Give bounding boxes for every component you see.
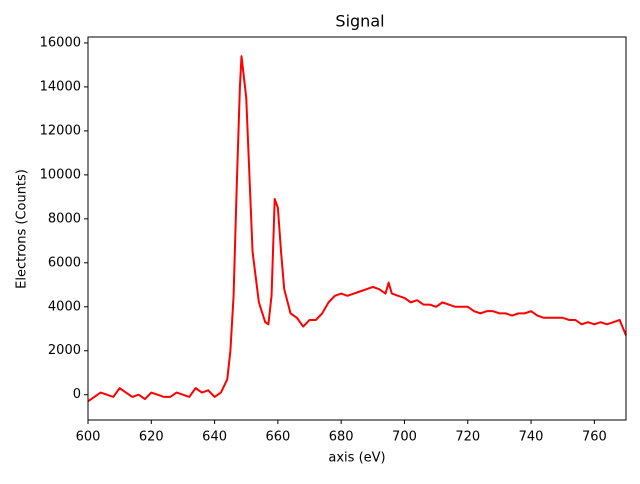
y-tick-label: 16000 bbox=[40, 35, 81, 50]
x-tick-label: 760 bbox=[582, 430, 607, 445]
y-tick-label: 4000 bbox=[48, 299, 81, 314]
x-tick-label: 640 bbox=[202, 430, 227, 445]
x-tick-label: 700 bbox=[392, 430, 417, 445]
x-tick-label: 720 bbox=[455, 430, 480, 445]
y-tick-label: 12000 bbox=[40, 123, 81, 138]
data-line bbox=[87, 55, 627, 403]
y-axis-label: Electrons (Counts) bbox=[15, 169, 30, 289]
y-tick-label: 8000 bbox=[48, 211, 81, 226]
x-axis-label: axis (eV) bbox=[328, 451, 385, 466]
y-tick-label: 14000 bbox=[40, 79, 81, 94]
y-tick-label: 0 bbox=[73, 387, 81, 402]
x-tick-label: 600 bbox=[76, 430, 101, 445]
plot-frame bbox=[87, 36, 627, 421]
x-tick-label: 660 bbox=[265, 430, 290, 445]
x-tick-label: 680 bbox=[329, 430, 354, 445]
chart-title: Signal bbox=[335, 12, 384, 31]
y-tick-label: 2000 bbox=[48, 343, 81, 358]
x-tick-label: 740 bbox=[519, 430, 544, 445]
y-tick-label: 10000 bbox=[40, 167, 81, 182]
y-tick-label: 6000 bbox=[48, 255, 81, 270]
x-tick-label: 620 bbox=[139, 430, 164, 445]
